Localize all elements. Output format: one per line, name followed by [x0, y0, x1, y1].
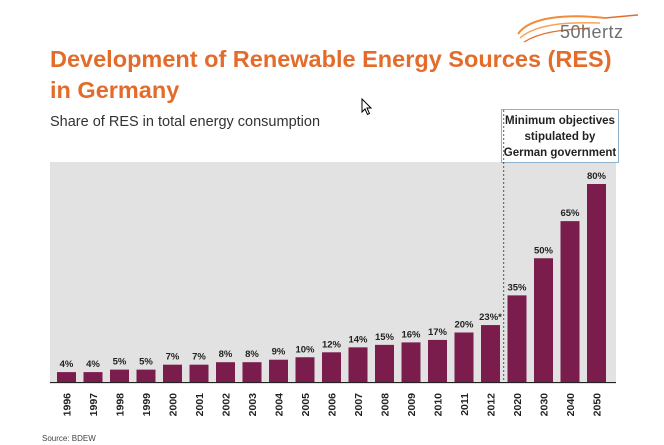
value-label-1999: 5%	[139, 357, 153, 368]
bar-2012	[481, 325, 500, 382]
bar-2030	[534, 258, 553, 382]
bar-2004	[269, 359, 288, 382]
value-label-1996: 4%	[60, 359, 74, 370]
value-label-2010: 17%	[428, 327, 448, 338]
page-title: Development of Renewable Energy Sources …	[50, 44, 650, 106]
mouse-cursor-icon	[361, 98, 373, 116]
x-tick-2003: 2003	[247, 393, 259, 417]
value-label-2008: 15%	[375, 332, 395, 343]
bar-2040	[560, 221, 580, 382]
x-tick-2004: 2004	[274, 393, 286, 417]
x-tick-2005: 2005	[300, 393, 312, 417]
bar-2011	[454, 332, 474, 382]
title-line-1: Development of Renewable Energy Sources …	[50, 46, 612, 72]
value-label-2000: 7%	[166, 352, 180, 363]
x-tick-2040: 2040	[565, 393, 577, 417]
bar-2009	[401, 342, 421, 382]
value-label-2007: 14%	[348, 334, 368, 345]
bar-1998	[110, 369, 129, 382]
x-tick-2050: 2050	[592, 393, 604, 417]
value-label-2001: 7%	[192, 352, 206, 363]
bar-2010	[428, 339, 447, 382]
title-line-2: in Germany	[50, 77, 180, 103]
value-label-2002: 8%	[219, 349, 233, 360]
bar-1996	[57, 372, 76, 382]
x-tick-2000: 2000	[168, 393, 180, 417]
value-label-2030: 50%	[534, 245, 554, 256]
value-label-1998: 5%	[113, 357, 127, 368]
x-tick-2001: 2001	[194, 393, 206, 417]
value-label-2009: 16%	[401, 329, 421, 340]
x-tick-2007: 2007	[353, 393, 365, 417]
government-objectives-note: Minimum objectives stipulated by German …	[501, 109, 619, 163]
value-label-2006: 12%	[322, 339, 342, 350]
x-tick-1997: 1997	[88, 393, 100, 417]
value-label-1997: 4%	[86, 359, 100, 370]
x-tick-2020: 2020	[512, 393, 524, 417]
value-label-2005: 10%	[295, 344, 315, 355]
x-tick-2011: 2011	[459, 393, 471, 416]
value-label-2020: 35%	[507, 282, 527, 293]
value-label-2003: 8%	[245, 349, 259, 360]
x-tick-1998: 1998	[115, 393, 127, 417]
bar-1999	[136, 369, 156, 382]
bar-2000	[163, 364, 182, 382]
value-label-2040: 65%	[560, 208, 580, 219]
x-tick-2030: 2030	[539, 393, 551, 417]
bar-2006	[322, 352, 341, 382]
x-tick-2010: 2010	[433, 393, 445, 417]
bar-2005	[295, 357, 315, 382]
note-line-1: Minimum objectives	[505, 115, 615, 127]
bar-2002	[216, 362, 235, 382]
note-line-3: German government	[503, 147, 617, 159]
bar-2007	[348, 347, 368, 382]
x-tick-2012: 2012	[486, 393, 498, 417]
x-tick-2006: 2006	[327, 393, 339, 417]
x-tick-1996: 1996	[62, 393, 74, 417]
value-label-2050: 80%	[587, 171, 607, 182]
bar-2020	[507, 295, 527, 382]
x-tick-1999: 1999	[141, 393, 153, 417]
x-tick-2008: 2008	[380, 393, 392, 417]
bar-1997	[83, 372, 103, 382]
chart-subtitle: Share of RES in total energy consumption	[50, 114, 321, 130]
note-line-2: stipulated by	[524, 131, 596, 143]
brand-name: 50hertz	[560, 22, 624, 42]
value-label-2012: 23%*	[479, 312, 502, 323]
x-tick-2009: 2009	[406, 393, 418, 417]
source-note: Source: BDEW	[42, 434, 96, 443]
value-label-2004: 9%	[272, 347, 286, 358]
bar-2003	[242, 362, 262, 382]
bar-2050	[587, 184, 606, 382]
bar-2008	[375, 344, 394, 382]
value-label-2011: 20%	[454, 320, 474, 331]
x-tick-2002: 2002	[221, 393, 233, 417]
50hertz-logo	[517, 14, 639, 43]
bar-2001	[189, 364, 209, 382]
